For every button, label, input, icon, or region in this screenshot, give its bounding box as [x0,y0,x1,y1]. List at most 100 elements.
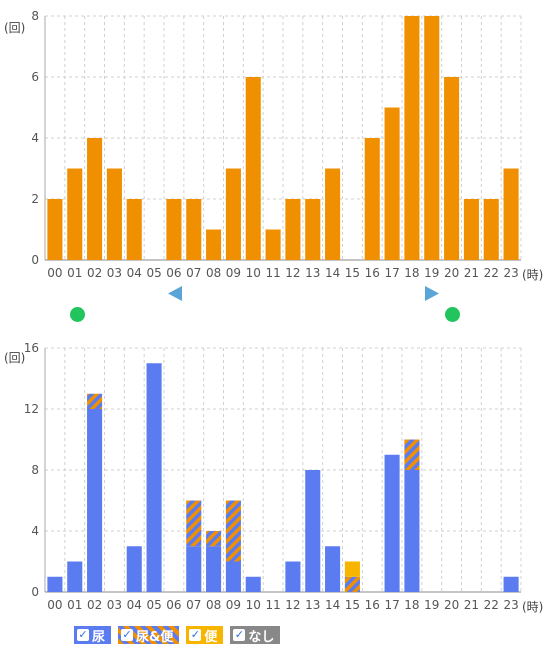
x-tick-label: 20 [444,266,459,280]
legend-item-none[interactable]: ✓ なし [230,626,281,645]
bar-segment-stool [344,561,360,577]
bar-segment-urine-stool [404,439,420,470]
bar-segment-urine-stool [87,393,103,409]
x-tick-label: 08 [206,598,221,612]
bar-segment-urine [47,576,63,592]
x-tick-label: 16 [365,598,380,612]
x-tick-label: 23 [503,598,518,612]
bar-segment-urine [245,576,261,592]
green-dot-marker-right[interactable] [445,307,460,322]
x-tick-label: 20 [444,598,459,612]
x-tick-label: 17 [384,598,399,612]
checkbox-icon[interactable]: ✓ [189,628,202,641]
y-axis-label: (回) [4,21,25,35]
x-tick-label: 04 [127,598,142,612]
x-axis-label: (時) [522,268,543,282]
legend-item-stool[interactable]: ✓ 便 [186,626,224,645]
bar [305,199,321,260]
bar [87,138,103,260]
bar [206,229,222,260]
x-tick-label: 11 [265,598,280,612]
bar [384,107,400,260]
bar [503,168,519,260]
bar [126,199,142,260]
x-tick-label: 21 [464,598,479,612]
bar [225,168,241,260]
bar [265,229,281,260]
x-tick-label: 19 [424,266,439,280]
checkbox-icon[interactable]: ✓ [77,628,89,641]
x-tick-label: 15 [345,266,360,280]
y-tick-label: 8 [31,463,39,477]
bar [186,199,202,260]
bar [463,199,479,260]
x-tick-label: 08 [206,266,221,280]
checkbox-icon[interactable]: ✓ [121,628,134,641]
green-dot-marker-left[interactable] [70,307,85,322]
x-tick-label: 01 [67,266,82,280]
bar [325,168,341,260]
x-tick-label: 11 [265,266,280,280]
x-tick-label: 12 [285,266,300,280]
legend: ✓ 尿 ✓ 尿&便 ✓ 便 ✓ なし [74,626,281,645]
bar [444,77,460,260]
legend-label: 尿&便 [136,629,174,645]
x-tick-label: 14 [325,266,340,280]
legend-label: 尿 [92,629,106,645]
bar [47,199,63,260]
x-tick-label: 17 [384,266,399,280]
x-tick-label: 02 [87,266,102,280]
x-tick-label: 16 [365,266,380,280]
x-tick-label: 01 [67,598,82,612]
y-tick-label: 8 [31,9,39,23]
right-triangle-icon[interactable] [425,286,439,301]
x-tick-label: 22 [484,266,499,280]
bar-segment-urine [146,363,162,592]
bar-segment-urine-stool [344,576,360,592]
bar-segment-urine [67,561,83,592]
x-tick-label: 07 [186,266,201,280]
x-tick-label: 22 [484,598,499,612]
x-tick-label: 10 [246,266,261,280]
x-tick-label: 18 [404,266,419,280]
x-tick-label: 21 [464,266,479,280]
y-axis-label: (回) [4,351,25,365]
legend-item-urine[interactable]: ✓ 尿 [74,626,112,645]
bar-segment-urine [325,546,341,592]
x-tick-label: 19 [424,598,439,612]
x-tick-label: 14 [325,598,340,612]
x-tick-label: 03 [107,266,122,280]
bar [424,16,440,260]
y-tick-label: 4 [31,131,39,145]
x-tick-label: 04 [127,266,142,280]
bar-segment-urine [225,561,241,592]
y-tick-label: 0 [31,253,39,267]
bar [245,77,261,260]
x-tick-label: 06 [166,266,181,280]
bar-segment-urine [305,470,321,592]
legend-label: なし [248,629,275,645]
x-tick-label: 12 [285,598,300,612]
x-tick-label: 07 [186,598,201,612]
bar-segment-urine [186,546,202,592]
checkbox-icon[interactable]: ✓ [233,628,246,641]
x-axis-label: (時) [522,600,543,614]
y-tick-label: 0 [31,585,39,599]
bar-segment-urine [206,546,222,592]
left-triangle-icon[interactable] [168,286,182,301]
legend-item-urine-and-stool[interactable]: ✓ 尿&便 [118,626,180,645]
x-tick-label: 00 [47,266,62,280]
bar [285,199,301,260]
bar-segment-urine [404,470,420,592]
x-tick-label: 09 [226,598,241,612]
bar-segment-urine [384,454,400,592]
bar [67,168,83,260]
y-tick-label: 6 [31,70,39,84]
x-tick-label: 23 [503,266,518,280]
x-tick-label: 13 [305,266,320,280]
x-tick-label: 05 [146,598,161,612]
bar [106,168,122,260]
y-tick-label: 2 [31,192,39,206]
bar [404,16,420,260]
